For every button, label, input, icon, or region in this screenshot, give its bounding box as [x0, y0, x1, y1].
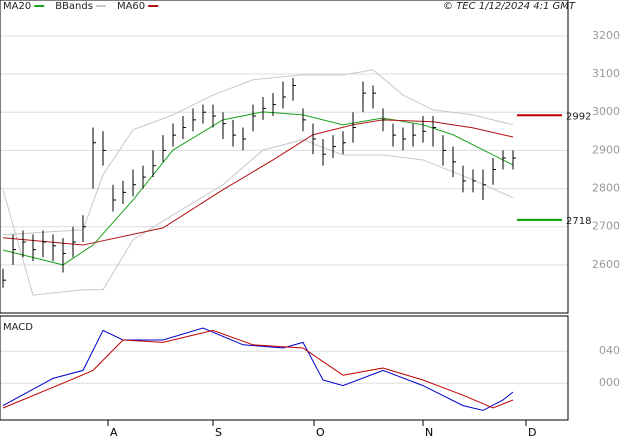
- panel-frame: [0, 315, 569, 421]
- legend-label: MA20: [3, 1, 31, 12]
- macd-title: MACD: [3, 322, 33, 333]
- x-tick-label: O: [316, 426, 325, 439]
- x-tick-label: A: [110, 426, 118, 439]
- level-label: 2718: [566, 216, 591, 227]
- lower-band: [2, 139, 514, 296]
- y-tick-label: 3000: [592, 105, 620, 118]
- y-tick-label: 2600: [592, 258, 620, 271]
- panel-frame: [0, 0, 569, 314]
- x-tick-label: D: [528, 426, 536, 439]
- y-tick-label: 2700: [592, 220, 620, 233]
- macd-line: [2, 329, 514, 409]
- macd-line: [2, 327, 514, 411]
- x-tick-label: N: [425, 426, 433, 439]
- y-tick-label: 040: [599, 344, 620, 357]
- y-tick-label: 2800: [592, 182, 620, 195]
- legend-label: BBands: [55, 1, 93, 12]
- y-tick-label: 000: [599, 376, 620, 389]
- y-tick-label: 3100: [592, 67, 620, 80]
- x-tick-label: S: [215, 426, 222, 439]
- level-label: 2992: [566, 111, 591, 122]
- indicator-line: [2, 111, 514, 266]
- y-tick-label: 3200: [592, 29, 620, 42]
- indicator-line: [2, 69, 514, 236]
- y-tick-label: 2900: [592, 143, 620, 156]
- source: © TEC 1/12/2024 4:1 GMT: [443, 1, 576, 12]
- legend-label: MA60: [117, 1, 145, 12]
